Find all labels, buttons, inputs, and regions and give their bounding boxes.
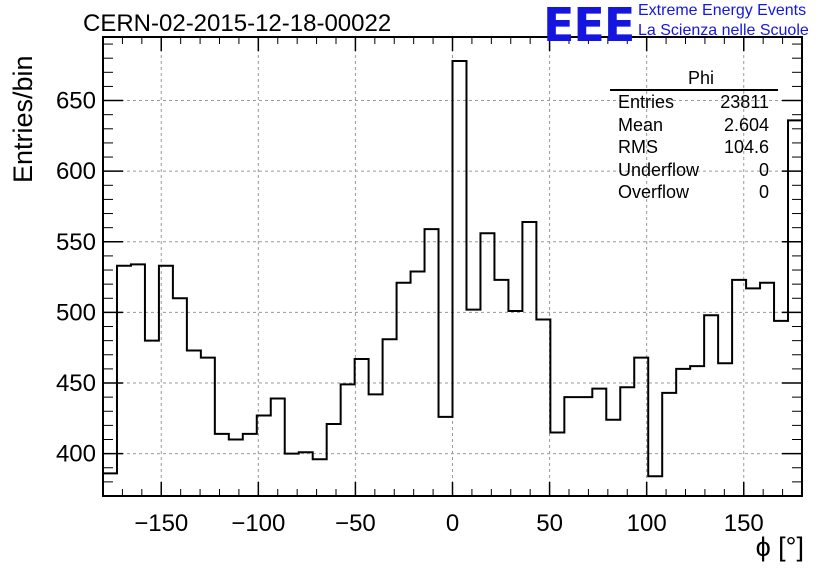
- y-tick-label: 600: [56, 158, 96, 185]
- stats-row: Underflow 0: [610, 159, 778, 182]
- x-axis-label: ϕ [°]: [755, 532, 804, 562]
- stats-label: Underflow: [618, 159, 700, 180]
- stats-label: RMS: [618, 137, 658, 158]
- x-tick-label: −50: [335, 510, 376, 537]
- stats-row: Overflow 0: [610, 181, 778, 204]
- stats-value: 23811: [720, 92, 769, 112]
- logo-line-2: La Scienza nelle Scuole: [638, 22, 809, 39]
- stats-value: 0: [758, 159, 769, 180]
- stats-label: Overflow: [618, 182, 690, 203]
- stats-row: Mean 2.604: [610, 114, 778, 137]
- x-tick-label: 150: [724, 510, 764, 537]
- x-tick-label: −150: [134, 510, 188, 537]
- x-tick-label: −100: [231, 510, 285, 537]
- stats-value: 104.6: [723, 137, 769, 158]
- tick-labels: −150 −100 −50 0 50 100 150 400 450 500 550 600 650: [56, 88, 764, 537]
- y-axis-label: Entries/bin: [8, 55, 38, 183]
- stats-row: RMS 104.6: [610, 136, 778, 159]
- stats-row: Entries 23811: [610, 91, 778, 114]
- stats-label: Mean: [618, 114, 664, 135]
- histogram-outline: [103, 60, 802, 478]
- y-tick-label: 450: [56, 370, 96, 397]
- eee-logo: EEE: [543, 0, 635, 52]
- y-tick-label: 500: [56, 299, 96, 326]
- x-tick-label: 0: [446, 510, 459, 537]
- stats-value: 2.604: [723, 114, 769, 135]
- stats-value: 0: [758, 182, 769, 203]
- stats-title: Phi: [610, 68, 778, 91]
- x-tick-label: 50: [536, 510, 563, 537]
- logo-line-1: Extreme Energy Events: [638, 2, 807, 19]
- stats-box: Phi Entries 23811 Mean 2.604 RMS 104.6 U…: [610, 68, 778, 204]
- x-tick-label: 100: [627, 510, 667, 537]
- y-tick-label: 400: [56, 441, 96, 468]
- stats-label: Entries: [618, 92, 675, 112]
- y-tick-label: 650: [56, 88, 96, 115]
- y-tick-label: 550: [56, 229, 96, 256]
- plot-frame: [102, 36, 803, 497]
- chart-title: CERN-02-2015-12-18-00022: [83, 10, 392, 37]
- axis-ticks: [102, 37, 803, 496]
